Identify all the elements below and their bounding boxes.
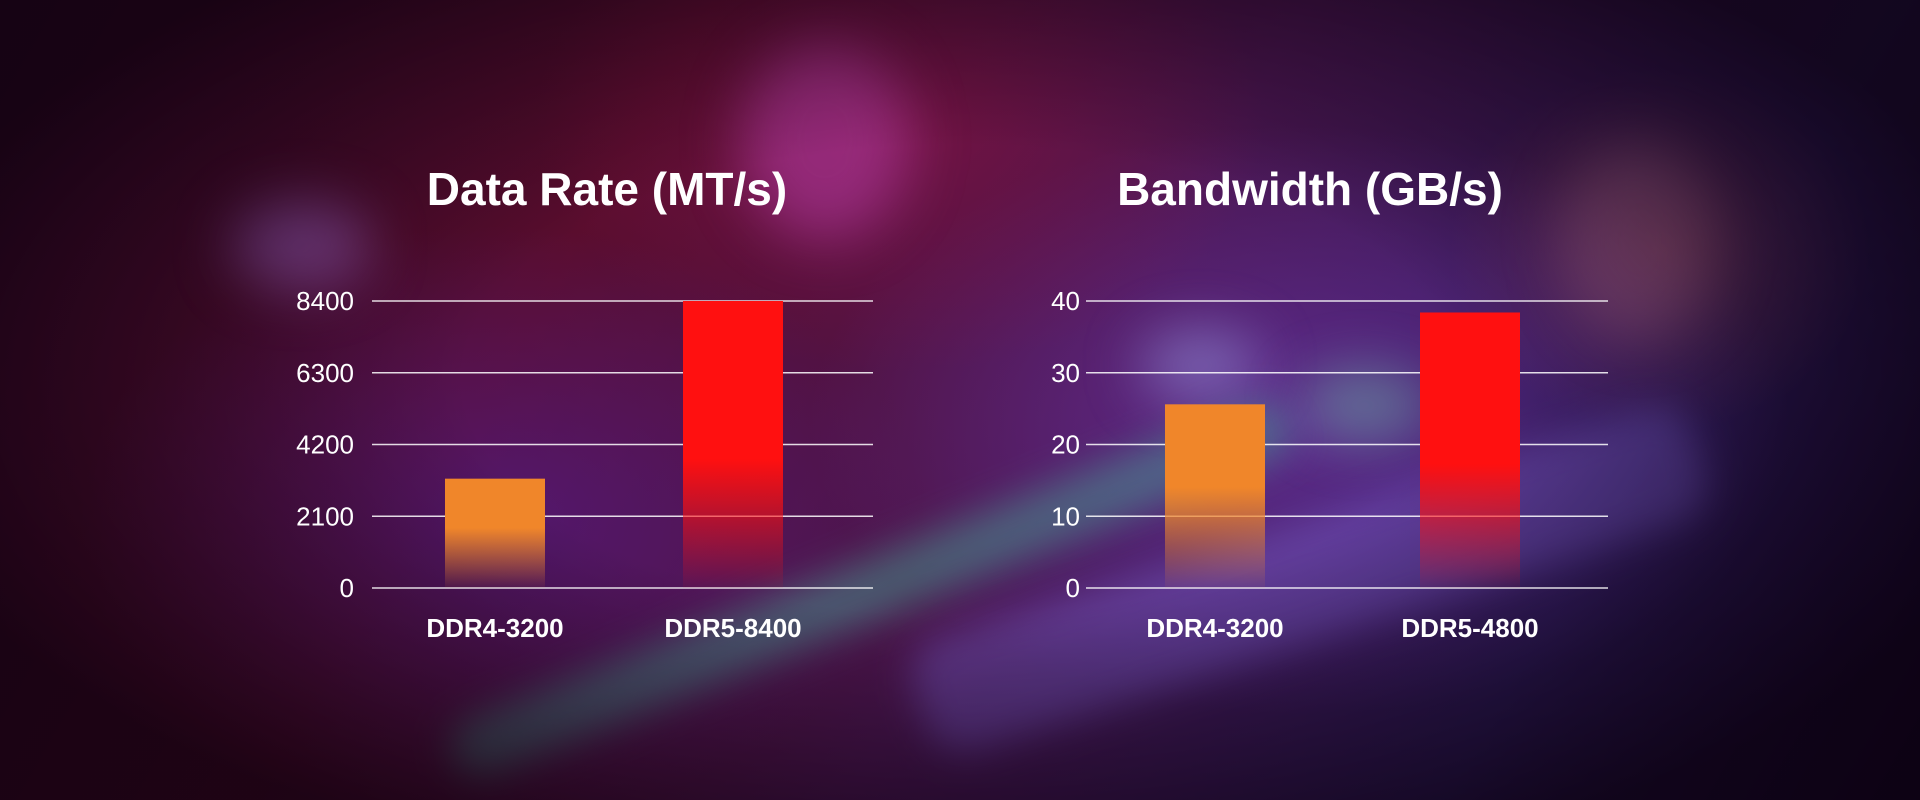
y-tick-label: 20: [1051, 430, 1080, 460]
category-label: DDR5-8400: [664, 613, 801, 643]
y-tick-label: 0: [1066, 573, 1080, 603]
y-tick-label: 40: [1051, 286, 1080, 316]
category-label: DDR5-4800: [1401, 613, 1538, 643]
data-rate-chart: Data Rate (MT/s) 0 2100 4200 6300 8400 D…: [296, 163, 873, 643]
y-tick-label: 10: [1051, 501, 1080, 531]
y-tick-label: 6300: [296, 358, 354, 388]
bar-ddr4-3200: [1165, 404, 1265, 588]
y-tick-label: 2100: [296, 501, 354, 531]
y-tick-label: 30: [1051, 358, 1080, 388]
category-label: DDR4-3200: [426, 613, 563, 643]
category-label: DDR4-3200: [1146, 613, 1283, 643]
chart-title: Data Rate (MT/s): [427, 163, 787, 215]
chart-title: Bandwidth (GB/s): [1117, 163, 1503, 215]
bar-ddr5-4800: [1420, 312, 1520, 588]
y-tick-label: 8400: [296, 286, 354, 316]
bar-ddr4-3200: [445, 478, 545, 588]
y-tick-label: 0: [340, 573, 354, 603]
bandwidth-chart: Bandwidth (GB/s) 0 10 20 30 40 DDR4-3200…: [1051, 163, 1608, 643]
y-tick-label: 4200: [296, 430, 354, 460]
bar-ddr5-8400: [683, 301, 783, 588]
